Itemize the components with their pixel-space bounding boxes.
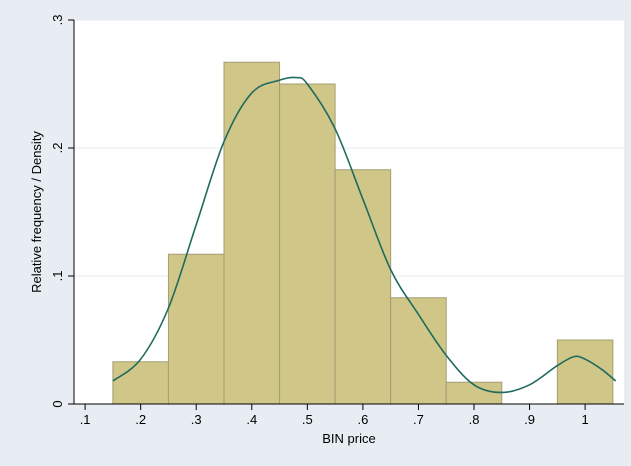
x-tick-label: .4: [246, 412, 257, 427]
x-tick-label: 1: [581, 412, 588, 427]
x-axis-ticks: .1 .2 .3 .4 .5 .6 .7 .8 .9 1: [80, 404, 589, 427]
histogram-bar: [223, 61, 281, 405]
histogram-bar: [556, 339, 614, 405]
x-tick-label: .2: [135, 412, 146, 427]
x-tick-label: .8: [469, 412, 480, 427]
x-tick-label: .9: [524, 412, 535, 427]
x-tick-label: .3: [191, 412, 202, 427]
histogram-bar: [279, 83, 336, 405]
x-tick-label: .6: [357, 412, 368, 427]
density-curve: [112, 76, 617, 394]
x-tick-label: .5: [302, 412, 313, 427]
x-tick-label: .7: [413, 412, 424, 427]
y-tick-label: .2: [50, 143, 65, 154]
y-tick-label: .1: [50, 271, 65, 282]
y-tick-label: 0: [50, 400, 65, 407]
y-axis-ticks: 0 .1 .2 .3: [50, 15, 74, 408]
x-tick-label: .1: [80, 412, 91, 427]
histogram-bar: [334, 169, 392, 405]
y-tick-label: .3: [50, 15, 65, 26]
x-axis-label: BIN price: [322, 431, 375, 446]
histogram-bar: [167, 253, 225, 405]
y-axis-label: Relative frequency / Density: [29, 131, 44, 293]
histogram-bar: [112, 361, 169, 405]
